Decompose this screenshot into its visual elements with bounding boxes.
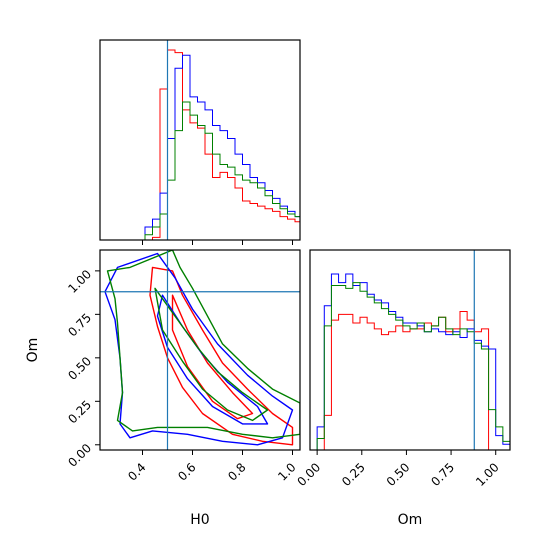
contour-ytick-label-2: 0.50 [65, 354, 94, 383]
om-hist-xtick-label-2: 0.50 [384, 460, 413, 489]
h0-hist-series-2 [100, 101, 301, 241]
contour-ytick-label-3: 0.75 [65, 311, 94, 340]
contour-series-2-level-1 [154, 287, 269, 422]
h0-hist-series-1 [100, 54, 301, 241]
om-hist-xtick-label-4: 1.00 [473, 460, 502, 489]
contour-ytick-label-4: 1.00 [65, 267, 94, 296]
om-hist-xtick-label-3: 0.75 [428, 460, 457, 489]
om-hist-series-1 [310, 273, 511, 451]
h0-hist-series-0 [100, 49, 301, 241]
contour-xtick-label-1: 0.6 [175, 460, 198, 483]
contour-ytick-label-0: 0.00 [65, 441, 94, 470]
om-hist-xtick-label-0: 0.00 [294, 460, 323, 489]
om-hist-series-2 [310, 282, 511, 451]
contour-xtick-label-0: 0.4 [125, 460, 148, 483]
om-hist-xlabel: Om [398, 512, 423, 528]
contour-series-group [100, 250, 300, 450]
om-hist-frame [309, 249, 511, 451]
contour-xtick-label-2: 0.8 [225, 460, 248, 483]
contour-series-0-level-0 [149, 266, 294, 446]
contour-series-2-level-0 [106, 250, 300, 439]
contour-frame [99, 249, 301, 451]
om-hist-series-group [310, 273, 511, 451]
om-hist-xtick-label-1: 0.25 [339, 460, 368, 489]
h0-hist-series-group [100, 49, 301, 241]
contour-xlabel: H0 [190, 512, 209, 528]
contour-ytick-label-1: 0.25 [65, 398, 94, 427]
om-hist-series-0 [310, 311, 510, 451]
h0-hist-frame [99, 39, 301, 241]
contour-series-0-level-1 [171, 294, 254, 420]
contour-ylabel: Om [25, 338, 41, 363]
